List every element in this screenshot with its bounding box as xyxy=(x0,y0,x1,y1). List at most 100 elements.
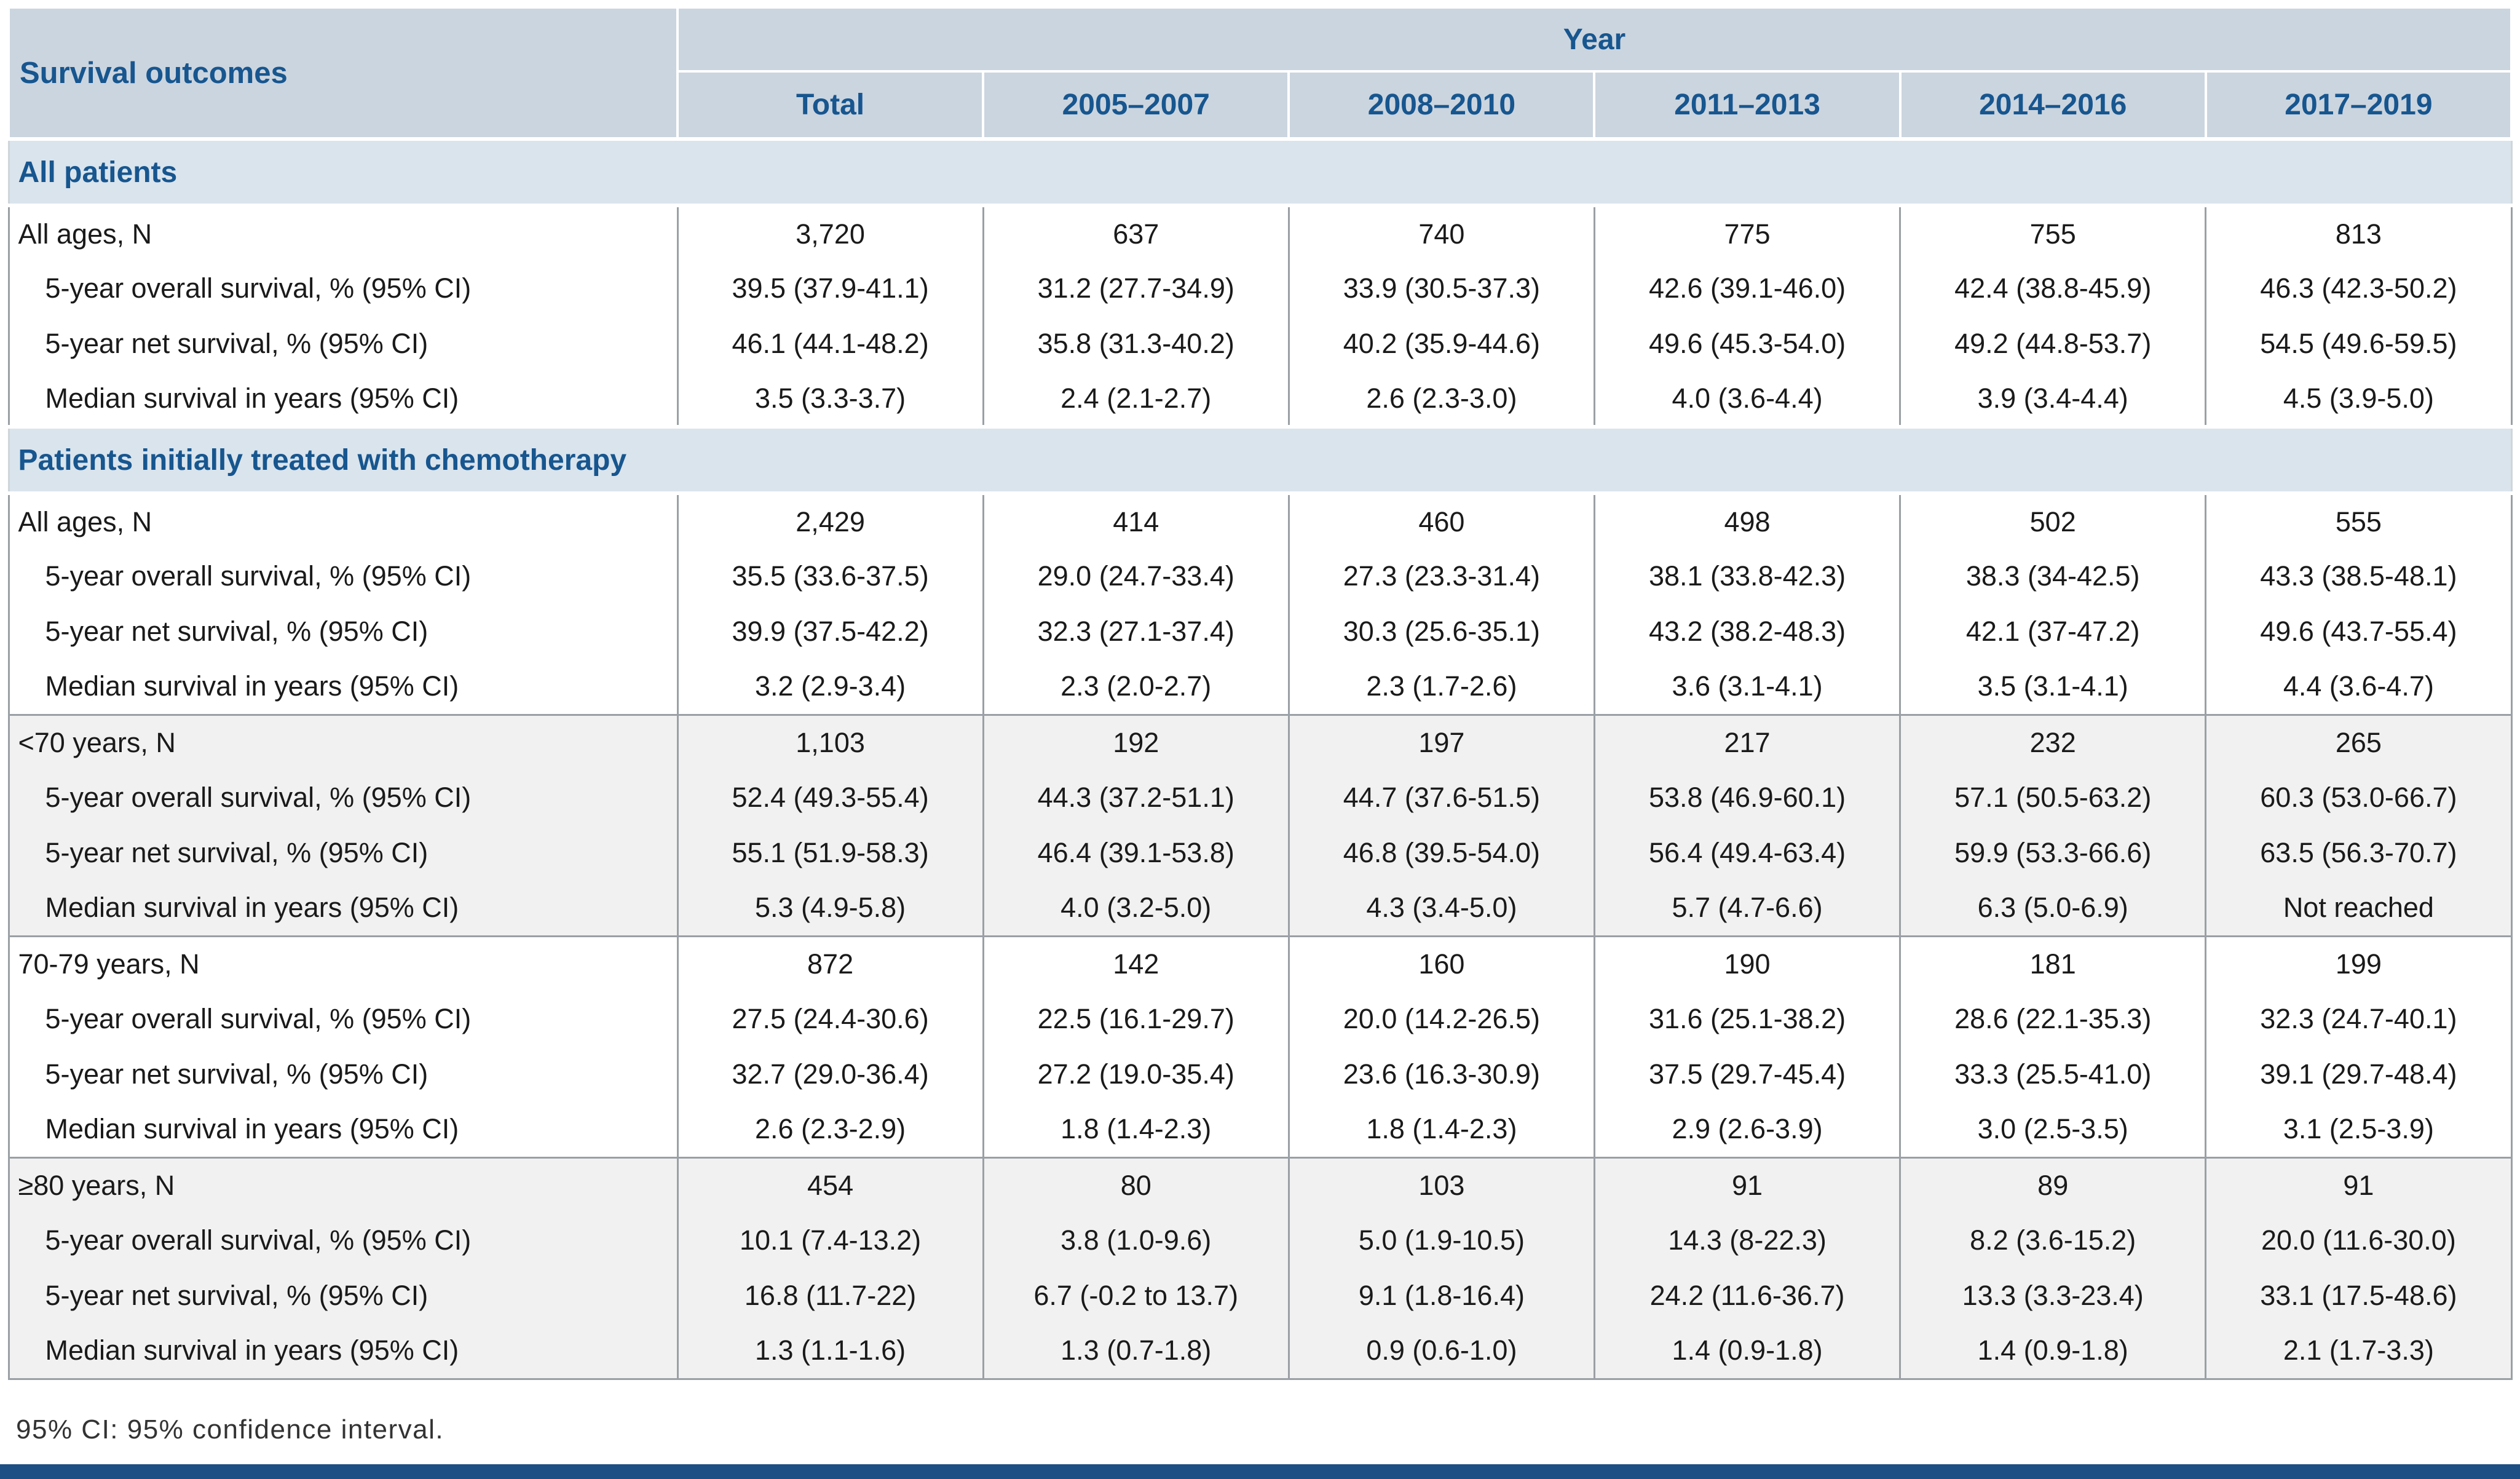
cell-value: 46.1 (44.1-48.2) xyxy=(676,316,984,371)
row-label: Median survival in years (95% CI) xyxy=(9,659,677,715)
cell-value: 52.4 (49.3-55.4) xyxy=(676,770,984,825)
row-label: All ages, N xyxy=(9,205,677,261)
cell-value: Not reached xyxy=(2205,881,2511,936)
period-header-row: Total 2005–2007 2008–2010 2011–2013 2014–201… xyxy=(9,70,2513,140)
cell-value: 2.6 (2.3-3.0) xyxy=(1287,371,1595,427)
cell-value: 872 xyxy=(676,936,984,991)
cell-value: 414 xyxy=(982,493,1289,549)
cell-value: 3.5 (3.1-4.1) xyxy=(1899,659,2206,715)
cell-value: 57.1 (50.5-63.2) xyxy=(1899,770,2206,825)
table-row: 5-year overall survival, % (95% CI) 39.5 … xyxy=(9,261,2511,316)
cell-value: 1.4 (0.9-1.8) xyxy=(1899,1323,2206,1379)
section-header-all-patients: All patients xyxy=(9,137,2511,207)
row-label: Median survival in years (95% CI) xyxy=(9,1323,677,1379)
cell-value: 3.8 (1.0-9.6) xyxy=(982,1213,1289,1268)
cell-value: 29.0 (24.7-33.4) xyxy=(982,549,1289,604)
cell-value: 9.1 (1.8-16.4) xyxy=(1287,1268,1595,1323)
cell-value: 80 xyxy=(982,1157,1289,1213)
row-label: Median survival in years (95% CI) xyxy=(9,1102,677,1157)
cell-value: 6.7 (-0.2 to 13.7) xyxy=(982,1268,1289,1323)
table-row: 5-year net survival, % (95% CI) 32.7 (29.… xyxy=(9,1047,2511,1102)
cell-value: 5.3 (4.9-5.8) xyxy=(676,881,984,936)
cell-value: 160 xyxy=(1287,936,1595,991)
cell-value: 49.2 (44.8-53.7) xyxy=(1899,316,2206,371)
cell-value: 44.7 (37.6-51.5) xyxy=(1287,770,1595,825)
row-label: ≥80 years, N xyxy=(9,1157,677,1213)
cell-value: 39.9 (37.5-42.2) xyxy=(676,604,984,659)
cell-value: 2.1 (1.7-3.3) xyxy=(2205,1323,2511,1379)
cell-value: 502 xyxy=(1899,493,2206,549)
cell-value: 46.3 (42.3-50.2) xyxy=(2205,261,2511,316)
row-group: All ages, N 3,720 637 740 775 755 813 5-year ov… xyxy=(9,205,2511,427)
cell-value: 60.3 (53.0-66.7) xyxy=(2205,770,2511,825)
column-header-2005-2007: 2005–2007 xyxy=(982,70,1290,140)
cell-value: 3,720 xyxy=(676,205,984,261)
cell-value: 637 xyxy=(982,205,1289,261)
cell-value: 31.6 (25.1-38.2) xyxy=(1593,991,1900,1047)
cell-value: 232 xyxy=(1899,715,2206,770)
column-header-2017-2019: 2017–2019 xyxy=(2204,70,2513,140)
cell-value: 49.6 (45.3-54.0) xyxy=(1593,316,1900,371)
cell-value: 555 xyxy=(2205,493,2511,549)
cell-value: 460 xyxy=(1287,493,1595,549)
cell-value: 4.0 (3.2-5.0) xyxy=(982,881,1289,936)
row-label: 5-year net survival, % (95% CI) xyxy=(9,1047,677,1102)
row-label: 70-79 years, N xyxy=(9,936,677,991)
survival-outcomes-table: Survival outcomes Year Total 2005–2007 200… xyxy=(7,6,2513,1380)
cell-value: 30.3 (25.6-35.1) xyxy=(1287,604,1595,659)
row-label: <70 years, N xyxy=(9,715,677,770)
cell-value: 16.8 (11.7-22) xyxy=(676,1268,984,1323)
row-label: 5-year net survival, % (95% CI) xyxy=(9,316,677,371)
cell-value: 27.3 (23.3-31.4) xyxy=(1287,549,1595,604)
table-row: All ages, N 3,720 637 740 775 755 813 xyxy=(9,205,2511,261)
cell-value: 46.4 (39.1-53.8) xyxy=(982,825,1289,881)
cell-value: 103 xyxy=(1287,1157,1595,1213)
cell-value: 35.8 (31.3-40.2) xyxy=(982,316,1289,371)
cell-value: 2.9 (2.6-3.9) xyxy=(1593,1102,1900,1157)
cell-value: 44.3 (37.2-51.1) xyxy=(982,770,1289,825)
cell-value: 3.2 (2.9-3.4) xyxy=(676,659,984,715)
cell-value: 740 xyxy=(1287,205,1595,261)
cell-value: 192 xyxy=(982,715,1289,770)
cell-value: 1.8 (1.4-2.3) xyxy=(982,1102,1289,1157)
cell-value: 199 xyxy=(2205,936,2511,991)
cell-value: 190 xyxy=(1593,936,1900,991)
column-header-total: Total xyxy=(676,70,985,140)
cell-value: 89 xyxy=(1899,1157,2206,1213)
column-header-2008-2010: 2008–2010 xyxy=(1287,70,1596,140)
cell-value: 1.3 (0.7-1.8) xyxy=(982,1323,1289,1379)
cell-value: 2.4 (2.1-2.7) xyxy=(982,371,1289,427)
table-row: 5-year overall survival, % (95% CI) 35.5 … xyxy=(9,549,2511,604)
bottom-rule xyxy=(0,1464,2520,1479)
cell-value: 20.0 (14.2-26.5) xyxy=(1287,991,1595,1047)
row-label: 5-year overall survival, % (95% CI) xyxy=(9,770,677,825)
cell-value: 39.1 (29.7-48.4) xyxy=(2205,1047,2511,1102)
cell-value: 197 xyxy=(1287,715,1595,770)
cell-value: 32.7 (29.0-36.4) xyxy=(676,1047,984,1102)
cell-value: 27.2 (19.0-35.4) xyxy=(982,1047,1289,1102)
cell-value: 55.1 (51.9-58.3) xyxy=(676,825,984,881)
cell-value: 1.3 (1.1-1.6) xyxy=(676,1323,984,1379)
table-row: ≥80 years, N 454 80 103 91 89 91 xyxy=(9,1157,2511,1213)
cell-value: 35.5 (33.6-37.5) xyxy=(676,549,984,604)
cell-value: 217 xyxy=(1593,715,1900,770)
row-label: 5-year net survival, % (95% CI) xyxy=(9,1268,677,1323)
cell-value: 4.0 (3.6-4.4) xyxy=(1593,371,1900,427)
cell-value: 37.5 (29.7-45.4) xyxy=(1593,1047,1900,1102)
cell-value: 40.2 (35.9-44.6) xyxy=(1287,316,1595,371)
cell-value: 63.5 (56.3-70.7) xyxy=(2205,825,2511,881)
row-label: 5-year overall survival, % (95% CI) xyxy=(9,1213,677,1268)
row-label: 5-year overall survival, % (95% CI) xyxy=(9,991,677,1047)
cell-value: 32.3 (27.1-37.4) xyxy=(982,604,1289,659)
cell-value: 3.0 (2.5-3.5) xyxy=(1899,1102,2206,1157)
row-group: <70 years, N 1,103 192 197 217 232 265 5-year o… xyxy=(9,715,2511,936)
cell-value: 32.3 (24.7-40.1) xyxy=(2205,991,2511,1047)
cell-value: 54.5 (49.6-59.5) xyxy=(2205,316,2511,371)
cell-value: 3.5 (3.3-3.7) xyxy=(676,371,984,427)
row-group: ≥80 years, N 454 80 103 91 89 91 5-year overall… xyxy=(9,1157,2511,1379)
cell-value: 33.1 (17.5-48.6) xyxy=(2205,1268,2511,1323)
table-row: 5-year overall survival, % (95% CI) 52.4 … xyxy=(9,770,2511,825)
table-row: Median survival in years (95% CI) 3.5 (3.… xyxy=(9,371,2511,427)
column-header-2011-2013: 2011–2013 xyxy=(1593,70,1902,140)
cell-value: 56.4 (49.4-63.4) xyxy=(1593,825,1900,881)
